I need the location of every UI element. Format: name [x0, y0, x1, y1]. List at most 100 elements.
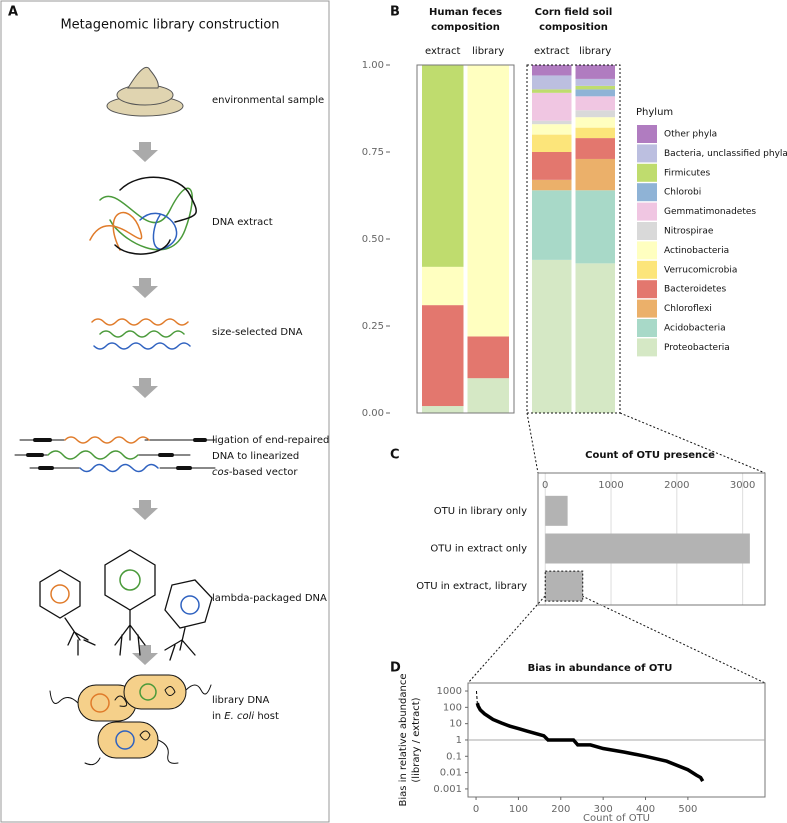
- bar-segment: [575, 190, 615, 264]
- category-label: extract: [425, 46, 461, 57]
- bar-segment: [532, 89, 572, 93]
- data-line: [475, 702, 705, 783]
- bar-segment: [575, 127, 615, 139]
- bar-segment: [575, 96, 615, 111]
- facet-title: composition: [539, 22, 608, 33]
- bar: [544, 570, 584, 602]
- y-tick-label: 1: [456, 735, 462, 746]
- step-label: library DNA: [212, 695, 270, 706]
- x-tick-label: 300: [594, 804, 613, 815]
- x-tick-label: 1000: [598, 480, 623, 491]
- x-axis-title: Count of OTU: [583, 813, 650, 823]
- x-tick-label: 2000: [664, 480, 689, 491]
- category-label: library: [579, 46, 611, 57]
- legend-label: Bacteroidetes: [664, 285, 727, 295]
- bar-segment: [422, 266, 464, 306]
- y-tick-label: 0.001: [433, 784, 462, 795]
- step-text: -based vector: [229, 467, 299, 478]
- bar-segment: [532, 75, 572, 90]
- panel-title: Metagenomic library construction: [60, 18, 279, 33]
- bar-segment: [422, 305, 464, 407]
- data-line: [475, 690, 478, 704]
- panel-letter: C: [390, 448, 400, 463]
- facet-frame: [526, 64, 621, 414]
- legend-swatch: [637, 144, 657, 163]
- bar-segment: [532, 134, 572, 152]
- bar-segment: [575, 138, 615, 159]
- category-label: library: [472, 46, 504, 57]
- legend-title: Phylum: [636, 107, 673, 118]
- bar-segment: [532, 190, 572, 260]
- step-label: DNA extract: [212, 217, 273, 228]
- legend-label: Gemmatimonadetes: [664, 207, 756, 217]
- facet-title: composition: [431, 22, 500, 33]
- x-tick-label: 0: [542, 480, 548, 491]
- legend-label: Actinobacteria: [664, 246, 729, 256]
- legend-swatch: [637, 260, 657, 279]
- bar-segment: [532, 179, 572, 191]
- legend-swatch: [637, 241, 657, 260]
- y-axis-title: Bias in relative abundance: [398, 674, 409, 807]
- step-text: library DNA: [212, 695, 270, 706]
- facet-title: Human feces: [429, 7, 502, 18]
- y-tick-label: 1000: [437, 686, 462, 697]
- step-text: E. coli: [224, 711, 254, 722]
- y-tick-label: 1.00: [362, 60, 384, 71]
- y-tick-label: 0.00: [362, 408, 384, 419]
- y-tick-label: 100: [443, 702, 462, 713]
- bar: [545, 533, 750, 564]
- y-tick-label: 0.50: [362, 234, 384, 245]
- step-label: lambda-packaged DNA: [212, 593, 327, 604]
- step-text: size-selected DNA: [212, 327, 303, 338]
- step-label: size-selected DNA: [212, 327, 303, 338]
- step-text: DNA to linearized: [212, 451, 299, 462]
- facet-title: Corn field soil: [535, 7, 613, 18]
- bar-segment: [575, 110, 615, 118]
- y-tick-label: 10: [449, 719, 462, 730]
- step-text: in: [212, 711, 224, 722]
- chart-title: Bias in abundance of OTU: [528, 663, 673, 674]
- bar-segment: [575, 65, 615, 79]
- legend-swatch: [637, 163, 657, 182]
- step-label: ligation of end-repaired: [212, 435, 329, 446]
- legend-label: Chlorobi: [664, 188, 701, 198]
- bar: [545, 495, 568, 526]
- legend-swatch: [637, 280, 657, 299]
- zoom-connectors: [467, 412, 766, 684]
- step-text: lambda-packaged DNA: [212, 593, 327, 604]
- y-tick-label: OTU in extract only: [430, 544, 527, 555]
- legend-swatch: [637, 125, 657, 143]
- step-text: ligation of end-repaired: [212, 435, 329, 446]
- panel-letter: D: [390, 661, 401, 676]
- legend-label: Verrucomicrobia: [664, 265, 737, 275]
- plot-frame: [537, 472, 766, 606]
- bar-segment: [532, 152, 572, 180]
- legend-label: Chloroflexi: [664, 304, 712, 314]
- bar-segment: [467, 378, 509, 413]
- step-text: environmental sample: [212, 95, 324, 106]
- bar-segment: [575, 78, 615, 86]
- bar-segment: [532, 259, 572, 413]
- x-tick-label: 400: [636, 804, 655, 815]
- legend-swatch: [637, 183, 657, 202]
- legend-label: Firmicutes: [664, 168, 711, 178]
- step-text: host: [254, 711, 279, 722]
- bar-segment: [532, 92, 572, 121]
- legend-label: Bacteria, unclassified phyla: [664, 149, 787, 159]
- panel-a-icons: [14, 66, 216, 766]
- bar-segment: [532, 120, 572, 125]
- legend-swatch: [637, 319, 657, 337]
- legend-label: Proteobacteria: [664, 343, 730, 353]
- x-tick-label: 0: [473, 804, 479, 815]
- bar-segment: [575, 158, 615, 191]
- y-tick-label: OTU in library only: [434, 506, 527, 517]
- step-label: DNA to linearized: [212, 451, 299, 462]
- y-tick-label: 0.75: [362, 147, 384, 158]
- x-tick-label: 200: [551, 804, 570, 815]
- step-text: DNA extract: [212, 217, 273, 228]
- step-label: in E. coli host: [212, 711, 279, 722]
- step-label: environmental sample: [212, 95, 324, 106]
- x-tick-label: 500: [678, 804, 697, 815]
- bar-segment: [532, 124, 572, 135]
